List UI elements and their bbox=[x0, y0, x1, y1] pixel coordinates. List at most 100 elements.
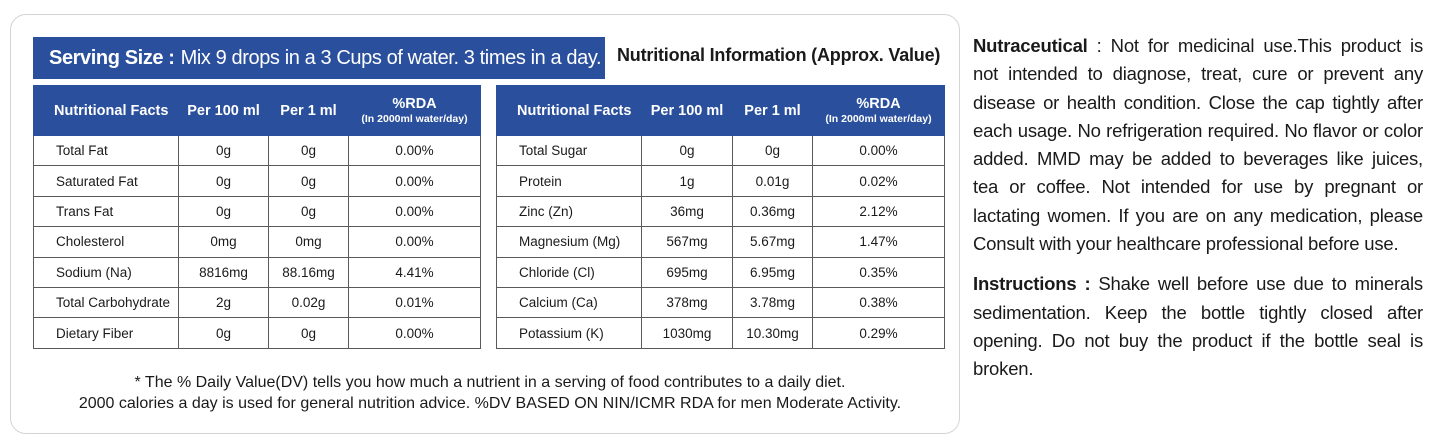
rda-value: 0.02% bbox=[812, 165, 945, 197]
instructions-paragraph: Instructions : Shake well before use due… bbox=[973, 270, 1423, 383]
rda-value: 0.38% bbox=[812, 286, 945, 319]
instructions-text: Shake well before use due to minerals se… bbox=[973, 273, 1423, 380]
header-rda-subtitle: (In 2000ml water/day) bbox=[825, 113, 932, 125]
nutrient-name: Chloride (Cl) bbox=[496, 256, 642, 288]
header-rda: %RDA (In 2000ml water/day) bbox=[812, 85, 945, 136]
header-nutritional-facts: Nutritional Facts bbox=[496, 85, 642, 136]
nutrient-name: Calcium (Ca) bbox=[496, 286, 642, 319]
rda-value: 0.00% bbox=[348, 165, 481, 197]
table-row: Chloride (Cl) 695mg 6.95mg 0.35% bbox=[496, 256, 945, 288]
daily-value-footnote: * The % Daily Value(DV) tells you how mu… bbox=[30, 372, 950, 414]
nutrient-name: Total Fat bbox=[33, 134, 179, 167]
table-row: Total Sugar 0g 0g 0.00% bbox=[496, 134, 945, 167]
per-1ml-value: 3.78mg bbox=[732, 286, 813, 319]
header-per-100ml: Per 100 ml bbox=[641, 85, 733, 136]
table-row: Dietary Fiber 0g 0g 0.00% bbox=[33, 317, 481, 349]
serving-size-label: Serving Size : bbox=[49, 46, 175, 69]
header-per-1ml: Per 1 ml bbox=[268, 85, 349, 136]
nutraceutical-paragraph: Nutraceutical : Not for medicinal use.Th… bbox=[973, 32, 1423, 258]
per-100ml-value: 0mg bbox=[178, 226, 269, 258]
per-1ml-value: 10.30mg bbox=[732, 317, 813, 349]
per-1ml-value: 0g bbox=[732, 134, 813, 167]
table-header-row: Nutritional Facts Per 100 ml Per 1 ml %R… bbox=[496, 85, 945, 136]
table-row: Zinc (Zn) 36mg 0.36mg 2.12% bbox=[496, 195, 945, 228]
header-rda: %RDA (In 2000ml water/day) bbox=[348, 85, 481, 136]
nutrient-name: Total Carbohydrate bbox=[33, 286, 179, 319]
per-1ml-value: 88.16mg bbox=[268, 256, 349, 288]
per-100ml-value: 8816mg bbox=[178, 256, 269, 288]
nutritional-information-title: Nutritional Information (Approx. Value) bbox=[617, 45, 941, 65]
per-100ml-value: 378mg bbox=[641, 286, 733, 319]
rda-value: 0.00% bbox=[348, 317, 481, 349]
per-1ml-value: 0.01g bbox=[732, 165, 813, 197]
nutrient-name: Magnesium (Mg) bbox=[496, 226, 642, 258]
rda-value: 2.12% bbox=[812, 195, 945, 228]
per-1ml-value: 0g bbox=[268, 195, 349, 228]
per-1ml-value: 0.36mg bbox=[732, 195, 813, 228]
header-rda-subtitle: (In 2000ml water/day) bbox=[361, 113, 468, 125]
rda-value: 0.01% bbox=[348, 286, 481, 319]
nutrient-name: Total Sugar bbox=[496, 134, 642, 167]
table-row: Calcium (Ca) 378mg 3.78mg 0.38% bbox=[496, 286, 945, 319]
table-row: Sodium (Na) 8816mg 88.16mg 4.41% bbox=[33, 256, 481, 288]
serving-size-banner: Serving Size : Mix 9 drops in a 3 Cups o… bbox=[33, 37, 605, 79]
per-100ml-value: 0g bbox=[178, 195, 269, 228]
rda-value: 0.00% bbox=[348, 226, 481, 258]
nutrient-name: Sodium (Na) bbox=[33, 256, 179, 288]
per-1ml-value: 5.67mg bbox=[732, 226, 813, 258]
rda-value: 0.29% bbox=[812, 317, 945, 349]
nutrient-name: Saturated Fat bbox=[33, 165, 179, 197]
footnote-line-1: * The % Daily Value(DV) tells you how mu… bbox=[134, 374, 846, 391]
header-per-100ml: Per 100 ml bbox=[178, 85, 269, 136]
header-per-1ml: Per 1 ml bbox=[732, 85, 813, 136]
per-100ml-value: 695mg bbox=[641, 256, 733, 288]
footnote-line-2: 2000 calories a day is used for general … bbox=[78, 395, 902, 412]
per-100ml-value: 2g bbox=[178, 286, 269, 319]
per-1ml-value: 0mg bbox=[268, 226, 349, 258]
per-1ml-value: 6.95mg bbox=[732, 256, 813, 288]
nutrition-table-right: Nutritional Facts Per 100 ml Per 1 ml %R… bbox=[496, 85, 945, 349]
per-100ml-value: 36mg bbox=[641, 195, 733, 228]
instructions-label: Instructions : bbox=[973, 273, 1091, 295]
per-100ml-value: 0g bbox=[641, 134, 733, 167]
rda-value: 0.00% bbox=[348, 195, 481, 228]
table-row: Total Fat 0g 0g 0.00% bbox=[33, 134, 481, 167]
per-100ml-value: 0g bbox=[178, 134, 269, 167]
per-100ml-value: 0g bbox=[178, 165, 269, 197]
header-rda-label: %RDA bbox=[392, 96, 437, 112]
table-row: Protein 1g 0.01g 0.02% bbox=[496, 165, 945, 197]
per-100ml-value: 567mg bbox=[641, 226, 733, 258]
rda-value: 0.00% bbox=[812, 134, 945, 167]
rda-value: 0.00% bbox=[348, 134, 481, 167]
nutrient-name: Trans Fat bbox=[33, 195, 179, 228]
header-nutritional-facts: Nutritional Facts bbox=[33, 85, 179, 136]
per-1ml-value: 0g bbox=[268, 134, 349, 167]
header-rda-label: %RDA bbox=[856, 96, 901, 112]
per-100ml-value: 1g bbox=[641, 165, 733, 197]
per-1ml-value: 0g bbox=[268, 317, 349, 349]
table-row: Total Carbohydrate 2g 0.02g 0.01% bbox=[33, 286, 481, 319]
nutrient-name: Dietary Fiber bbox=[33, 317, 179, 349]
per-100ml-value: 0g bbox=[178, 317, 269, 349]
table-row: Saturated Fat 0g 0g 0.00% bbox=[33, 165, 481, 197]
nutraceutical-label: Nutraceutical bbox=[973, 35, 1088, 56]
table-row: Trans Fat 0g 0g 0.00% bbox=[33, 195, 481, 228]
nutrition-table-left: Nutritional Facts Per 100 ml Per 1 ml %R… bbox=[33, 85, 481, 349]
table-row: Magnesium (Mg) 567mg 5.67mg 1.47% bbox=[496, 226, 945, 258]
serving-size-text: Mix 9 drops in a 3 Cups of water. 3 time… bbox=[180, 46, 602, 69]
rda-value: 1.47% bbox=[812, 226, 945, 258]
nutrient-name: Cholesterol bbox=[33, 226, 179, 258]
nutrient-name: Zinc (Zn) bbox=[496, 195, 642, 228]
rda-value: 4.41% bbox=[348, 256, 481, 288]
table-row: Potassium (K) 1030mg 10.30mg 0.29% bbox=[496, 317, 945, 349]
table-header-row: Nutritional Facts Per 100 ml Per 1 ml %R… bbox=[33, 85, 481, 136]
nutrient-name: Protein bbox=[496, 165, 642, 197]
rda-value: 0.35% bbox=[812, 256, 945, 288]
product-notes: Nutraceutical : Not for medicinal use.Th… bbox=[973, 32, 1423, 396]
per-1ml-value: 0.02g bbox=[268, 286, 349, 319]
table-row: Cholesterol 0mg 0mg 0.00% bbox=[33, 226, 481, 258]
per-100ml-value: 1030mg bbox=[641, 317, 733, 349]
nutrient-name: Potassium (K) bbox=[496, 317, 642, 349]
per-1ml-value: 0g bbox=[268, 165, 349, 197]
nutraceutical-text: : Not for medicinal use.This product is … bbox=[973, 35, 1424, 255]
